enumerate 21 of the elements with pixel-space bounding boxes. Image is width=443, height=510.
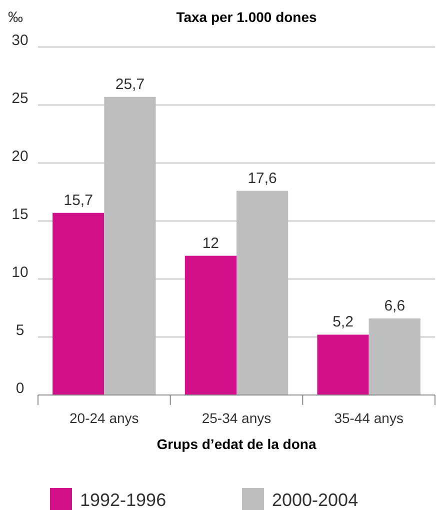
x-axis-title: Grups d’edat de la dona [156,436,316,452]
y-tick-label: 5 [16,322,24,339]
y-tick-label: 0 [16,380,24,397]
y-axis-title: ‰ [8,9,23,26]
data-label: 12 [202,234,220,252]
y-tick-label: 30 [12,32,28,49]
legend-label: 2000-2004 [272,490,358,510]
data-label: 15,7 [64,192,93,209]
data-label: 25,7 [115,76,145,93]
y-tick-label: 15 [12,206,28,223]
x-tick-label: 35-44 anys [334,410,404,426]
data-label: 6,6 [384,297,406,314]
data-label: 5,2 [332,314,354,331]
x-tick-label: 20-24 anys [70,410,139,426]
y-tick-label: 10 [12,264,28,281]
data-label: 17,6 [248,170,277,187]
legend-label: 1992-1996 [80,490,166,510]
chart-title: Taxa per 1.000 dones [176,9,318,25]
y-tick-label: 20 [12,148,28,165]
x-tick-label: 25-34 anys [202,410,272,426]
y-tick-label: 25 [12,90,28,107]
